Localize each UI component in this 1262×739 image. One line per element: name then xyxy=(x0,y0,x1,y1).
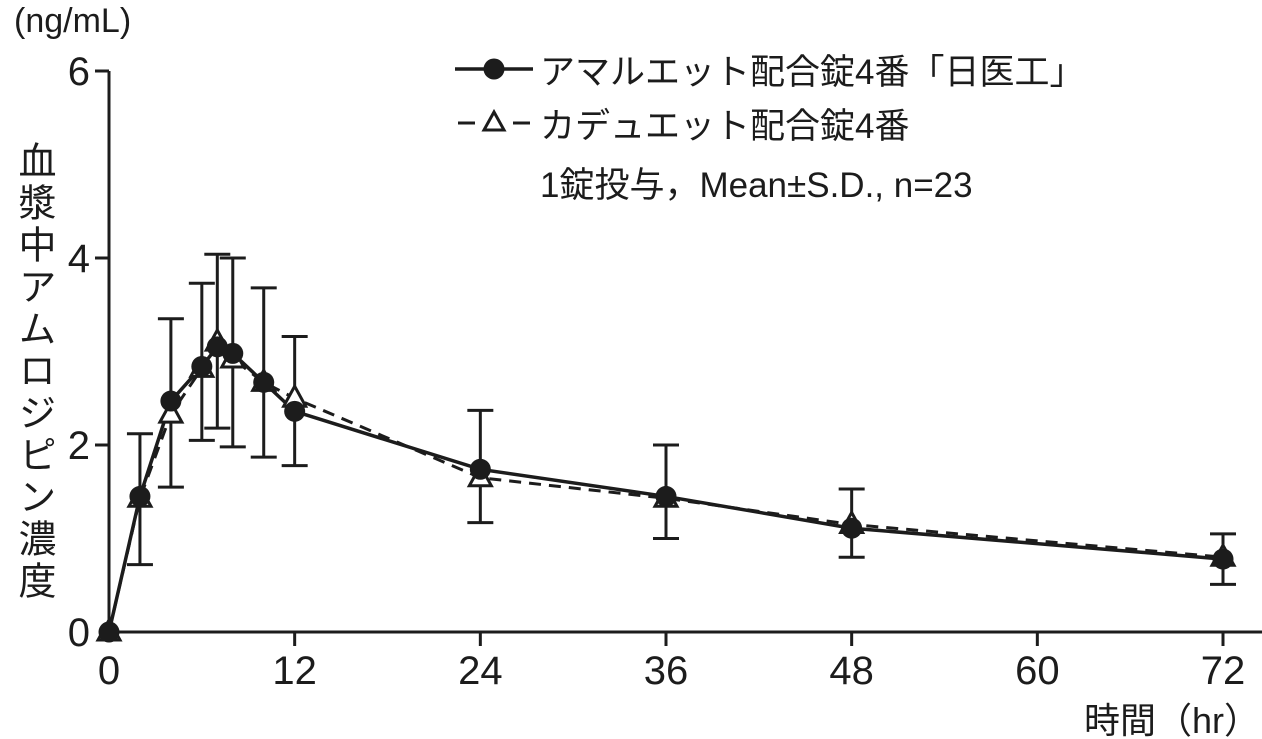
legend-row-amlet: アマルエット配合錠4番「日医工」 xyxy=(452,42,1084,96)
y-tick-label: 6 xyxy=(68,50,90,94)
legend-row-caduet: カデュエット配合錠4番 xyxy=(452,96,1084,150)
legend-label-amlet: アマルエット配合錠4番「日医工」 xyxy=(540,52,1085,92)
data-point-circle xyxy=(1212,548,1234,570)
data-point-circle xyxy=(191,355,213,377)
data-point-circle xyxy=(469,458,491,480)
data-point-circle xyxy=(98,621,120,643)
x-axis-title: 時間（hr） xyxy=(1083,700,1260,739)
y-tick-label: 4 xyxy=(68,237,90,281)
y-tick-label: 0 xyxy=(68,611,90,655)
x-tick-label: 12 xyxy=(272,649,317,693)
data-point-circle xyxy=(655,485,677,507)
data-point-circle xyxy=(160,390,182,412)
y-axis-unit-label: (ng/mL) xyxy=(14,2,132,40)
x-tick-label: 36 xyxy=(644,649,689,693)
data-point-circle xyxy=(284,400,306,422)
x-tick-label: 48 xyxy=(829,649,874,693)
legend-marker-solid-circle xyxy=(455,58,533,80)
data-point-circle xyxy=(129,485,151,507)
legend-note-row: 1錠投与，Mean±S.D., n=23 xyxy=(452,160,1084,205)
legend-label-caduet: カデュエット配合錠4番 xyxy=(540,106,910,146)
open-triangle-icon xyxy=(481,108,507,132)
dose-note: 1錠投与，Mean±S.D., n=23 xyxy=(540,165,973,205)
data-point-circle xyxy=(841,517,863,539)
data-point-triangle xyxy=(157,399,185,424)
data-point-circle xyxy=(253,371,275,393)
x-tick-label: 24 xyxy=(458,649,503,693)
legend-marker-dashed-triangle xyxy=(458,108,530,132)
y-tick-label: 2 xyxy=(68,424,90,468)
data-point-circle xyxy=(222,342,244,364)
x-tick-label: 72 xyxy=(1201,649,1246,693)
y-axis-title: 血漿中アムロジピン濃度 xyxy=(12,141,54,603)
x-tick-label: 60 xyxy=(1015,649,1060,693)
x-tick-label: 0 xyxy=(98,649,120,693)
filled-circle-icon xyxy=(483,58,505,80)
legend: アマルエット配合錠4番「日医工」 カデュエット配合錠4番 1錠投与，Mean±S… xyxy=(452,42,1084,205)
